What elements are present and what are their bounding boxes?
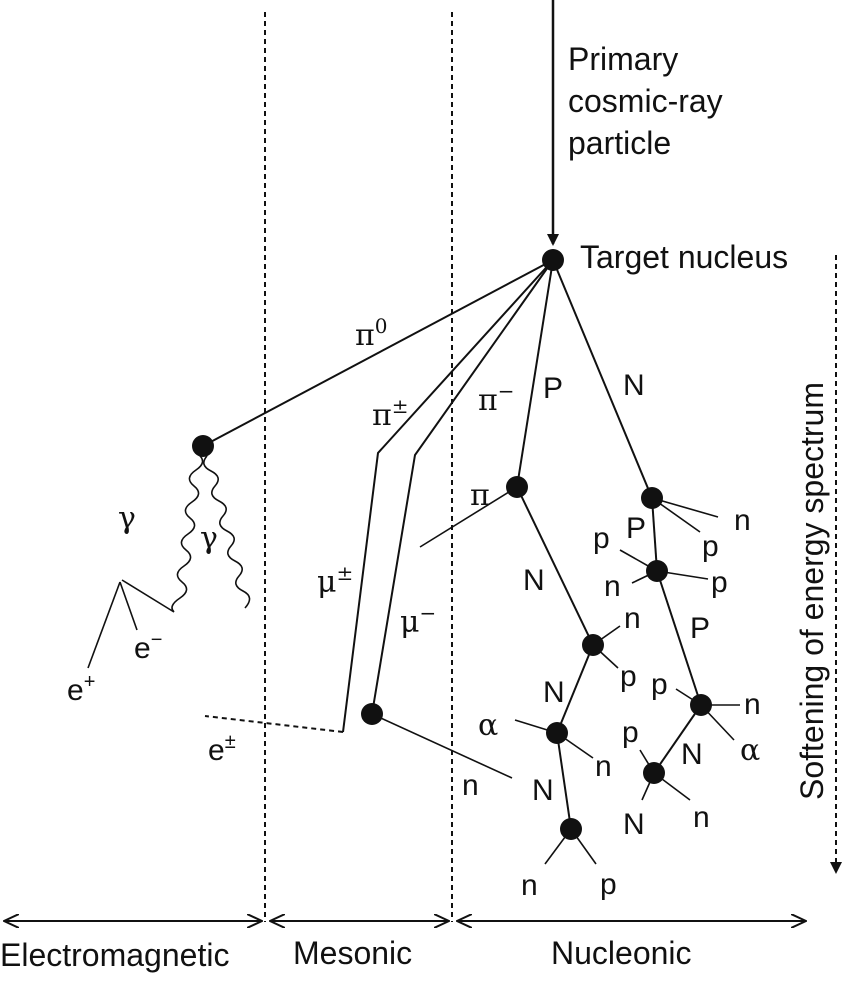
p-sec-b3-label: p bbox=[651, 668, 668, 701]
epm-label: e± bbox=[208, 731, 236, 767]
primary-label-line3: particle bbox=[568, 125, 671, 161]
n-track-a3 bbox=[556, 732, 572, 830]
vertex-a1 bbox=[506, 476, 528, 498]
p-track-b3 bbox=[656, 570, 702, 706]
n-label-b1: N bbox=[623, 369, 645, 402]
alpha-sec-a2-label: α bbox=[478, 708, 498, 743]
n-sec-b4-left-label: N bbox=[623, 808, 645, 841]
mum-n-label: n bbox=[462, 769, 479, 802]
p-sec-b1-label: p bbox=[702, 530, 719, 563]
epm-track bbox=[204, 715, 344, 733]
gamma-photon-right bbox=[203, 455, 251, 609]
n-label-a2: N bbox=[543, 676, 565, 709]
region-label-electromagnetic: Electromagnetic bbox=[0, 937, 229, 973]
vertex-b2 bbox=[646, 560, 668, 582]
vertex-a4 bbox=[560, 818, 582, 840]
target-nucleus-label: Target nucleus bbox=[580, 239, 788, 275]
vertex-b3 bbox=[690, 694, 712, 716]
n-sec-a1-label: n bbox=[624, 602, 641, 635]
n-track-b1 bbox=[552, 259, 653, 499]
pi0-track bbox=[202, 259, 554, 447]
pi0-decay-dot bbox=[192, 435, 214, 457]
p-label-b3: P bbox=[690, 612, 710, 645]
alpha-sec-b3-label: α bbox=[740, 733, 760, 768]
pi0-label: π0 bbox=[355, 314, 387, 353]
n-sec-b1-label: n bbox=[734, 504, 751, 537]
mupm-label: μ± bbox=[317, 561, 353, 600]
n-sec-b2-label: n bbox=[604, 570, 621, 603]
n-track-a2 bbox=[556, 644, 594, 734]
electron-label: e− bbox=[134, 629, 162, 665]
gamma-label-right: γ bbox=[200, 521, 218, 556]
p-sec-b4-label: p bbox=[622, 716, 639, 749]
n-sec-b1 bbox=[651, 497, 719, 518]
pipm-mupm-track bbox=[342, 259, 554, 733]
n-sec-b3-label: n bbox=[744, 688, 761, 721]
p-sec-b2-in-label: p bbox=[593, 522, 610, 555]
gamma-photon-left bbox=[121, 453, 204, 613]
mum-label: μ− bbox=[400, 601, 436, 640]
region-label-mesonic: Mesonic bbox=[293, 935, 412, 971]
vertex-b4 bbox=[643, 762, 665, 784]
pipm-label: π± bbox=[372, 394, 408, 433]
p-track-1 bbox=[516, 259, 554, 488]
pim-label: π− bbox=[478, 379, 514, 418]
positron-label: e+ bbox=[67, 671, 95, 707]
pim-mum-track bbox=[371, 259, 554, 715]
n-track-a1 bbox=[516, 486, 594, 646]
softening-label: Softening of energy spectrum bbox=[794, 382, 830, 800]
pi-secondary-track bbox=[419, 486, 518, 548]
p-track-b2 bbox=[651, 497, 658, 572]
n-label-a1: N bbox=[523, 564, 545, 597]
p-label-1: P bbox=[543, 372, 563, 405]
n-track-b4 bbox=[653, 704, 702, 774]
p-label-b2: P bbox=[626, 512, 646, 545]
n-sec-b4-right-label: n bbox=[693, 801, 710, 834]
gamma-label-left: γ bbox=[118, 501, 136, 536]
p-sec-b2-out-label: p bbox=[711, 566, 728, 599]
p-sec-a3-label: p bbox=[600, 868, 617, 901]
vertex-a3 bbox=[546, 722, 568, 744]
pi-secondary-label: π bbox=[470, 478, 490, 513]
primary-label-line2: cosmic-ray bbox=[568, 83, 723, 119]
p-sec-a1-label: p bbox=[620, 660, 637, 693]
n-sec-a3-label: n bbox=[521, 869, 538, 902]
vertex-a2 bbox=[582, 634, 604, 656]
electron-track bbox=[119, 581, 138, 631]
n-sec-a2-label: n bbox=[595, 750, 612, 783]
n-label-b4: N bbox=[681, 738, 703, 771]
mum-n-track bbox=[371, 713, 513, 779]
primary-label-line1: Primary bbox=[568, 41, 678, 77]
vertex-b1 bbox=[641, 487, 663, 509]
mum-capture-dot bbox=[361, 703, 383, 725]
positron-track bbox=[87, 581, 121, 669]
target-nucleus-dot bbox=[542, 249, 564, 271]
region-label-nucleonic: Nucleonic bbox=[551, 935, 692, 971]
n-label-a3: N bbox=[532, 774, 554, 807]
